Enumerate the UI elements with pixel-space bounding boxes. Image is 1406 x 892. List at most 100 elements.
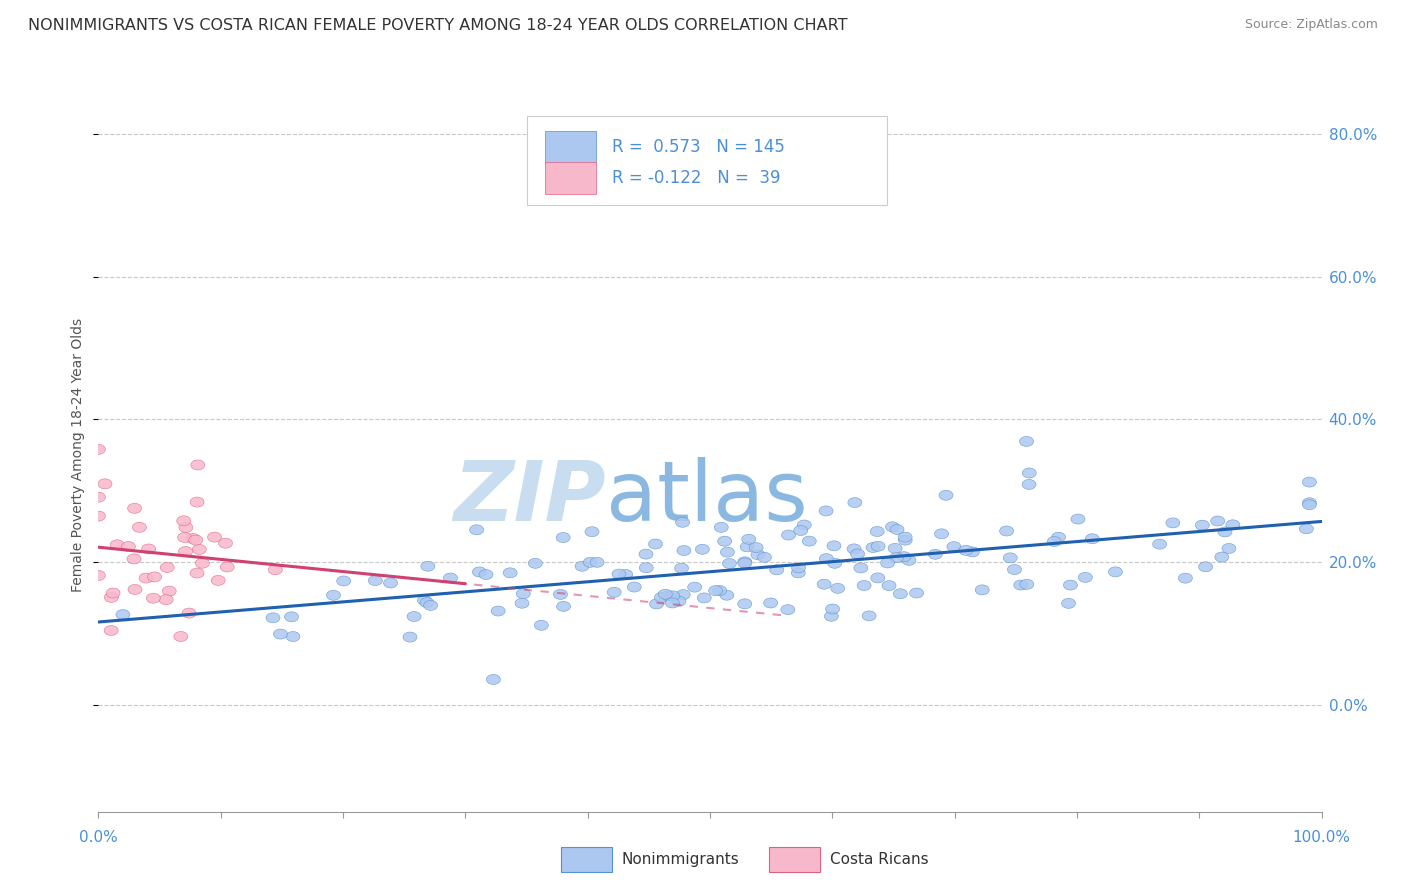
Ellipse shape — [1085, 533, 1099, 544]
Ellipse shape — [105, 588, 120, 598]
Ellipse shape — [898, 533, 912, 542]
Text: Costa Ricans: Costa Ricans — [830, 852, 928, 867]
Ellipse shape — [208, 533, 222, 542]
Ellipse shape — [640, 563, 654, 573]
Text: ZIP: ZIP — [453, 458, 606, 538]
Ellipse shape — [472, 567, 486, 577]
Ellipse shape — [1000, 526, 1014, 536]
Ellipse shape — [880, 558, 894, 568]
Ellipse shape — [104, 625, 118, 635]
Ellipse shape — [190, 497, 204, 507]
Ellipse shape — [782, 530, 796, 540]
Ellipse shape — [1302, 498, 1316, 508]
Ellipse shape — [148, 572, 162, 582]
Ellipse shape — [336, 576, 350, 586]
Ellipse shape — [828, 558, 842, 568]
Ellipse shape — [959, 545, 973, 556]
Ellipse shape — [758, 552, 772, 562]
Ellipse shape — [503, 568, 517, 578]
Ellipse shape — [1062, 599, 1076, 608]
Ellipse shape — [384, 578, 398, 588]
Ellipse shape — [738, 599, 752, 609]
Ellipse shape — [648, 539, 662, 549]
Ellipse shape — [794, 525, 808, 535]
Ellipse shape — [1019, 436, 1033, 446]
FancyBboxPatch shape — [546, 161, 596, 194]
Ellipse shape — [676, 590, 690, 599]
Ellipse shape — [820, 554, 834, 564]
Ellipse shape — [890, 553, 904, 563]
Ellipse shape — [1153, 539, 1167, 549]
Ellipse shape — [738, 558, 752, 568]
Ellipse shape — [723, 558, 737, 568]
Ellipse shape — [127, 554, 141, 564]
Ellipse shape — [1071, 514, 1085, 524]
Ellipse shape — [697, 593, 711, 603]
Ellipse shape — [274, 629, 287, 639]
Ellipse shape — [479, 570, 494, 580]
Ellipse shape — [889, 543, 903, 553]
Ellipse shape — [423, 600, 437, 610]
Ellipse shape — [882, 581, 896, 591]
Ellipse shape — [946, 541, 960, 551]
Ellipse shape — [177, 516, 191, 525]
Ellipse shape — [420, 598, 434, 607]
Ellipse shape — [91, 571, 105, 581]
Ellipse shape — [326, 591, 340, 600]
Ellipse shape — [174, 632, 188, 641]
Ellipse shape — [181, 608, 195, 618]
Ellipse shape — [585, 526, 599, 537]
Ellipse shape — [675, 517, 689, 527]
Ellipse shape — [870, 573, 884, 582]
Ellipse shape — [827, 541, 841, 551]
Ellipse shape — [612, 569, 626, 579]
Ellipse shape — [638, 549, 652, 559]
Ellipse shape — [529, 558, 543, 568]
Ellipse shape — [1302, 500, 1316, 509]
Ellipse shape — [1108, 566, 1122, 577]
Ellipse shape — [898, 535, 912, 545]
Text: Source: ZipAtlas.com: Source: ZipAtlas.com — [1244, 18, 1378, 31]
Ellipse shape — [872, 541, 886, 551]
Ellipse shape — [146, 593, 160, 603]
Ellipse shape — [903, 556, 915, 566]
Ellipse shape — [1008, 565, 1021, 574]
FancyBboxPatch shape — [769, 847, 820, 871]
Ellipse shape — [928, 549, 942, 559]
Ellipse shape — [188, 535, 202, 545]
Ellipse shape — [935, 529, 949, 539]
Ellipse shape — [661, 591, 675, 601]
Ellipse shape — [886, 522, 900, 532]
Ellipse shape — [1022, 468, 1036, 478]
Ellipse shape — [368, 575, 382, 585]
Ellipse shape — [897, 552, 911, 562]
Ellipse shape — [717, 536, 731, 546]
Ellipse shape — [817, 579, 831, 590]
Ellipse shape — [713, 585, 727, 596]
Ellipse shape — [846, 544, 860, 554]
Y-axis label: Female Poverty Among 18-24 Year Olds: Female Poverty Among 18-24 Year Olds — [72, 318, 86, 592]
Ellipse shape — [1198, 562, 1212, 572]
Ellipse shape — [825, 604, 839, 614]
Ellipse shape — [1078, 573, 1092, 582]
Ellipse shape — [672, 596, 686, 607]
Ellipse shape — [675, 563, 689, 574]
Text: 0.0%: 0.0% — [79, 830, 118, 845]
Ellipse shape — [720, 591, 734, 600]
Ellipse shape — [848, 498, 862, 508]
Ellipse shape — [515, 599, 529, 608]
Ellipse shape — [792, 568, 806, 578]
Ellipse shape — [665, 598, 679, 608]
Ellipse shape — [583, 558, 598, 567]
Ellipse shape — [104, 592, 118, 602]
Ellipse shape — [1004, 553, 1017, 563]
Ellipse shape — [269, 565, 283, 574]
Ellipse shape — [851, 549, 865, 559]
Ellipse shape — [1047, 536, 1062, 547]
Ellipse shape — [966, 547, 980, 557]
Ellipse shape — [792, 563, 806, 573]
Ellipse shape — [1063, 580, 1077, 590]
Ellipse shape — [557, 601, 571, 611]
Ellipse shape — [666, 591, 681, 601]
Ellipse shape — [742, 534, 756, 544]
